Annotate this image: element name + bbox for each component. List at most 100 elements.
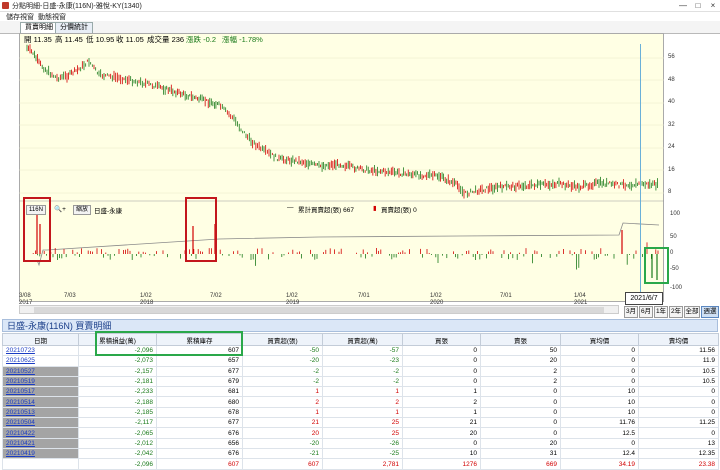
legend-cum: 累計買賣超(張) 667: [298, 207, 354, 214]
column-header[interactable]: 賣均價: [638, 333, 719, 346]
period-6m[interactable]: 6月: [639, 306, 653, 318]
table-cell: -2,065: [78, 427, 157, 439]
period-1y[interactable]: 1年: [654, 306, 668, 318]
period-2y[interactable]: 2年: [669, 306, 683, 318]
table-row[interactable]: 20210519 -2,181 679 -2 -2 0 2 0 10.5: [2, 375, 719, 388]
column-header[interactable]: 累積庫存: [156, 333, 243, 346]
close-button[interactable]: ×: [710, 1, 716, 10]
table-row[interactable]: 20210517 -2,233 681 1 1 1 0 10 0: [2, 386, 719, 398]
scrollbar-thumb[interactable]: [34, 307, 604, 313]
table-cell: 20: [242, 427, 323, 439]
menu-save-window[interactable]: 儲存視窗: [6, 14, 34, 21]
date-link[interactable]: 20210723: [2, 344, 79, 357]
date-link[interactable]: 20210527: [2, 365, 79, 377]
table-cell: -2,233: [78, 386, 157, 398]
table-cell: 11.76: [560, 417, 639, 429]
column-header[interactable]: 買張: [402, 333, 481, 346]
table-cell: 10: [560, 386, 639, 398]
broker-code-box[interactable]: 116N: [26, 205, 46, 215]
table-row[interactable]: 20210422 -2,065 676 20 25 20 0 12.5 0: [2, 427, 719, 439]
date-link[interactable]: 20210625: [2, 355, 79, 367]
price-axis-label: 24: [668, 144, 675, 150]
summary-cell: 1276: [402, 458, 481, 470]
summary-cell: 669: [480, 458, 561, 470]
table-row[interactable]: 20210504 -2,117 677 21 25 21 0 11.76 11.25: [2, 417, 719, 429]
table-row[interactable]: 20210514 -2,188 680 2 2 2 0 10 0: [2, 396, 719, 408]
lower-axis-label: 50: [670, 234, 677, 240]
price-axis-label: 16: [668, 166, 675, 173]
table-cell: 20: [480, 355, 561, 367]
x-tick-year: 2017: [19, 300, 33, 306]
date-link[interactable]: 20210419: [2, 447, 79, 460]
date-link[interactable]: 20210513: [2, 406, 79, 419]
minimize-button[interactable]: —: [679, 1, 687, 10]
tab-trade-detail[interactable]: 買賣明細: [20, 22, 58, 33]
date-link[interactable]: 20210514: [2, 396, 79, 408]
title-bar: 分點明細-日盛-永康(116N)-雅悅-KY(1340) — □ ×: [0, 0, 720, 12]
table-cell: -2: [322, 365, 403, 377]
table-cell: -20: [242, 437, 323, 449]
date-link[interactable]: 20210421: [2, 437, 79, 449]
table-cell: -2: [242, 365, 323, 377]
column-header[interactable]: 賣張: [480, 333, 561, 346]
table-cell: -20: [242, 355, 323, 367]
table-row[interactable]: 20210527 -2,157 677 -2 -2 0 2 0 10.5: [2, 365, 719, 377]
table-cell: -2,117: [78, 417, 157, 429]
table-cell: 0: [560, 344, 639, 357]
column-header[interactable]: 日期: [2, 333, 79, 346]
table-cell: -2: [242, 375, 323, 388]
lower-axis-label: 0: [670, 250, 674, 256]
column-header[interactable]: 買賣超(萬): [322, 333, 403, 346]
summary-row: -2,096 607 607 2,781 1276 669 34.19 23.38: [2, 458, 719, 470]
summary-cell: 2,781: [322, 458, 403, 470]
menu-bar: 儲存視窗 動態視窗: [0, 11, 720, 21]
table-row[interactable]: 20210419 -2,042 676 -21 -25 10 31 12.4 12.35: [2, 447, 719, 460]
menu-dynamic-window[interactable]: 動態視窗: [38, 14, 66, 21]
table-cell: 1: [322, 386, 403, 398]
column-header[interactable]: 買均價: [560, 333, 639, 346]
zoom-icon[interactable]: 🔍+: [54, 206, 66, 213]
date-link[interactable]: 20210519: [2, 375, 79, 388]
date-link[interactable]: 20210422: [2, 427, 79, 439]
table-cell: -25: [322, 447, 403, 460]
table-cell: -26: [322, 437, 403, 449]
tab-price-stats[interactable]: 分價統計: [55, 22, 93, 33]
period-custom[interactable]: 週選: [701, 306, 719, 318]
x-tick-year: 2019: [286, 300, 300, 306]
table-header-row: 日期 累積損益(萬) 累積庫存 買賣超(張) 買賣超(萬) 買張 賣張 買均價 賣均價: [2, 333, 719, 346]
table-cell: 0: [480, 406, 561, 419]
period-3m[interactable]: 3月: [624, 306, 638, 318]
date-link[interactable]: 20210504: [2, 417, 79, 429]
broker-name-label: 日盛-永康: [94, 208, 123, 215]
table-cell: 677: [156, 365, 243, 377]
price-pct: 漲幅 -1.78%: [222, 35, 263, 44]
x-tick-year: 2018: [140, 300, 154, 306]
period-all[interactable]: 全部: [684, 306, 700, 318]
table-cell: -2,157: [78, 365, 157, 377]
chart-scrollbar[interactable]: [19, 305, 619, 314]
date-tooltip: 2021/6/7: [625, 292, 663, 305]
table-cell: 20: [402, 427, 481, 439]
zoom-button[interactable]: 縮放: [73, 205, 92, 215]
table-row[interactable]: 20210421 -2,012 656 -20 -26 0 20 0 13: [2, 437, 719, 449]
table-cell: 0: [402, 375, 481, 388]
table-cell: 11.25: [638, 417, 719, 429]
maximize-button[interactable]: □: [695, 1, 701, 10]
summary-cell: 607: [242, 458, 323, 470]
column-header[interactable]: 買賣超(張): [242, 333, 323, 346]
table-cell: 676: [156, 447, 243, 460]
table-row[interactable]: 20210625 -2,073 657 -20 -23 0 20 0 11.9: [2, 355, 719, 367]
cumulative-line: [36, 222, 660, 267]
date-link[interactable]: 20210517: [2, 386, 79, 398]
table-cell: 656: [156, 437, 243, 449]
table-cell: 0: [480, 417, 561, 429]
table-cell: 2: [480, 365, 561, 377]
lower-axis-label: -100: [670, 285, 683, 291]
table-cell: 21: [242, 417, 323, 429]
x-tick-label: 1/02: [286, 293, 298, 299]
table-cell: 680: [156, 396, 243, 408]
table-cell: -21: [242, 447, 323, 460]
price-volume: 成交量 236: [147, 35, 185, 44]
table-row[interactable]: 20210513 -2,185 678 1 1 1 0 10 0: [2, 406, 719, 419]
window-title: 分點明細-日盛-永康(116N)-雅悅-KY(1340): [12, 3, 142, 10]
